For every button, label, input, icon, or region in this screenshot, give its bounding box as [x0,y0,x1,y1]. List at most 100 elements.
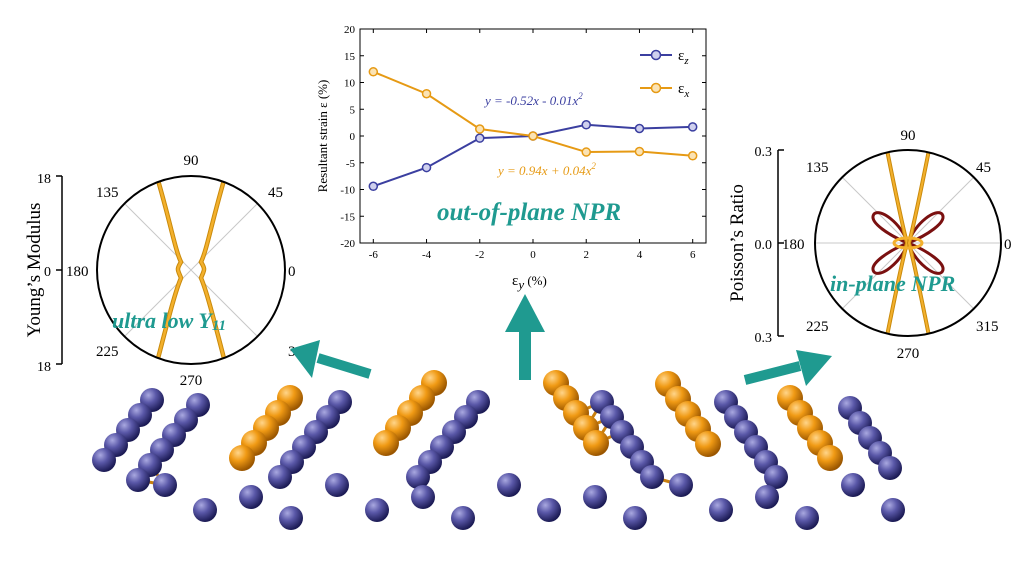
angle-225: 225 [96,344,119,360]
atom-blue [279,506,303,530]
youngs-modulus-label: Young’s Modulus [24,203,45,338]
radial-tick-mid: 0 [44,265,51,280]
y-tick-label: -15 [340,211,355,223]
atom-blue [537,498,561,522]
legend-x-marker [650,82,662,94]
series-line-x [372,70,693,157]
y-tick-label: 20 [344,24,356,36]
legend-z-marker [650,49,662,61]
data-point-z [581,120,591,130]
angle-135: 135 [806,160,829,176]
atom-blue [92,448,116,472]
atom-blue [268,465,292,489]
legend: εz εx [640,48,689,100]
atom-orange [583,430,609,456]
data-point-x [475,124,485,134]
angle-180: 180 [782,237,805,253]
polar-outline [814,149,1002,337]
data-point-z [634,123,645,134]
x-axis-label: εy (%) [512,273,547,292]
poissons-ratio-label: Poisson’s Ratio [727,184,748,302]
youngs-modulus-curve [152,176,230,364]
right-title: in-plane NPR [830,271,955,296]
angle-135: 135 [96,185,119,201]
angle-270: 270 [180,373,203,389]
data-point-x [528,131,538,141]
grid-spoke-315 [907,242,975,310]
arrow-right [743,350,832,386]
atom-blue [239,485,263,509]
radial-tick-bottom: 18 [37,360,51,375]
data-point-x [634,146,645,157]
data-point-x [687,151,698,161]
data-point-x [368,67,379,77]
data-point-z [368,181,379,192]
y-tick-label: -20 [340,238,355,250]
y-ticks: -20 -15 -10 -5 0 5 10 15 20 [340,24,706,250]
angle-270: 270 [897,346,920,362]
left-title: ultra low Y11 [112,308,226,334]
radial-tick-mid: 0.0 [755,238,773,253]
atom-blue [365,498,389,522]
atom-blue [411,485,435,509]
poissons-ratio-polar: 90 45 0 315 270 225 180 135 0.3 0.0 0.3 … [727,128,1012,362]
angle-180: 180 [66,264,89,280]
x-ticks: -6 -4 -2 0 2 4 6 [369,29,696,261]
atom-spheres [92,370,905,530]
atom-blue [669,473,693,497]
data-point-z [475,133,485,143]
polar-outline [96,175,286,365]
atom-blue [795,506,819,530]
x-tick-label: -4 [422,249,432,261]
series-layer [368,67,698,192]
atom-blue [640,465,664,489]
angle-90: 90 [901,128,916,144]
data-point-z [421,162,432,173]
atom-blue [881,498,905,522]
data-point-x [421,88,432,99]
atom-blue [451,506,475,530]
grid-spoke-225 [841,242,909,310]
y-tick-label: -5 [346,158,356,170]
angle-45: 45 [268,185,283,201]
y-tick-label: 0 [350,131,356,143]
arrow-up [505,294,545,380]
atom-blue [497,473,521,497]
legend-x-label: εx [678,81,689,100]
y-tick-label: 15 [344,51,356,63]
x-tick-label: -6 [369,249,379,261]
atomic-structure [92,370,905,530]
atom-blue [126,468,150,492]
angle-45: 45 [976,160,991,176]
atom-blue [878,456,902,480]
youngs-modulus-polar: 90 45 0 315 270 225 180 135 18 0 18 Youn… [24,153,311,389]
poissons-ratio-curve [871,150,945,336]
y-tick-label: 5 [350,104,356,116]
radial-tick-top: 0.3 [755,145,773,160]
fit-equation-x: y = 0.94x + 0.04x2 [496,161,596,178]
angle-0: 0 [288,264,296,280]
radial-tick-top: 18 [37,172,51,187]
y-axis-label: Resultant strain ε (%) [315,80,330,193]
atom-blue [623,506,647,530]
atom-blue [583,485,607,509]
center-title: out-of-plane NPR [437,199,621,226]
data-point-x [581,147,591,157]
atom-blue [841,473,865,497]
atom-blue [153,473,177,497]
atom-orange [373,430,399,456]
arrows [290,294,832,386]
x-tick-label: 4 [637,249,643,261]
arrow-left [290,340,372,379]
y-tick-label: -10 [340,185,355,197]
radial-tick-bottom: 0.3 [755,331,773,346]
legend-z-label: εz [678,48,689,67]
grid-spoke-135 [841,176,909,244]
x-tick-label: 2 [583,249,589,261]
x-tick-label: -2 [475,249,484,261]
atom-blue [325,473,349,497]
atom-blue [764,465,788,489]
angle-225: 225 [806,319,829,335]
